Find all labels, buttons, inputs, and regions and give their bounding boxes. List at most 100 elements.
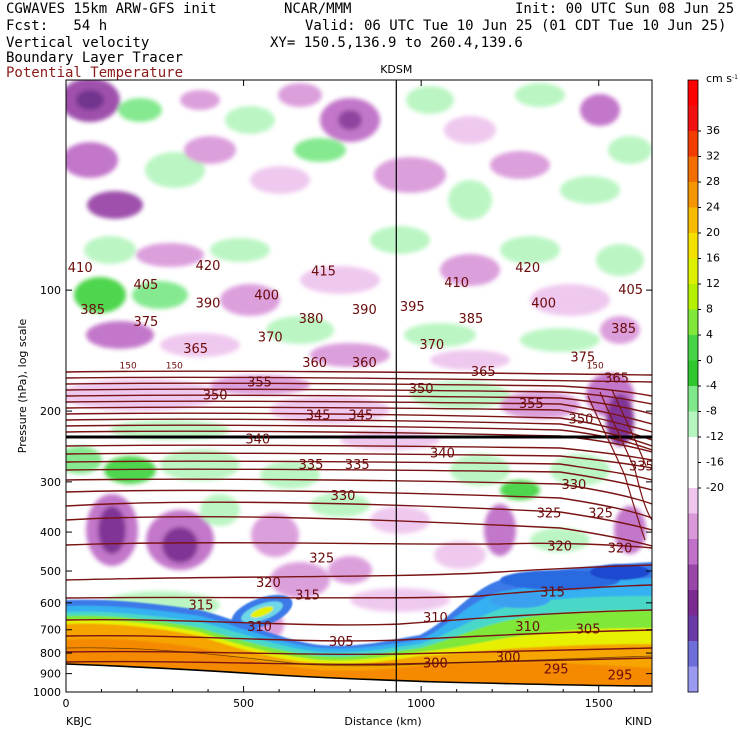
theta-label: 405 bbox=[618, 283, 643, 298]
colorbar-swatch bbox=[688, 207, 698, 234]
theta-label: 335 bbox=[299, 458, 324, 473]
theta-label: 350 bbox=[569, 413, 594, 428]
theta-label: 365 bbox=[183, 342, 208, 357]
terrain-line bbox=[66, 663, 652, 687]
plot-frame bbox=[65, 79, 653, 693]
y-tick-label: 300 bbox=[40, 476, 61, 489]
colorbar-swatch bbox=[688, 105, 698, 132]
theta-label: 400 bbox=[531, 297, 556, 312]
theta-label-small: 150 bbox=[166, 361, 183, 371]
theta-label: 385 bbox=[611, 322, 636, 337]
colorbar-label: 8 bbox=[706, 303, 713, 316]
theta-label: 310 bbox=[423, 611, 448, 626]
theta-label: 385 bbox=[80, 303, 105, 318]
theta-contours bbox=[66, 370, 652, 666]
theta-label: 325 bbox=[537, 507, 562, 522]
theta-label: 340 bbox=[245, 432, 270, 447]
theta-label: 350 bbox=[409, 382, 434, 397]
colorbar-label: 16 bbox=[706, 252, 720, 265]
theta-label: 330 bbox=[331, 489, 356, 504]
colorbar-label: 24 bbox=[706, 201, 720, 214]
valid-time: Valid: 06 UTC Tue 10 Jun 25 (01 CDT Tue … bbox=[305, 18, 727, 34]
y-axis-label: Pressure (hPa), log scale bbox=[16, 319, 29, 454]
colorbar-units: cm s-1 bbox=[706, 72, 738, 85]
theta-label: 320 bbox=[547, 540, 572, 555]
org-label: NCAR/MMM bbox=[284, 1, 352, 17]
colorbar-swatch bbox=[688, 411, 698, 438]
colorbar-swatch bbox=[688, 590, 698, 616]
theta-label: 360 bbox=[302, 356, 327, 371]
colorbar-swatch bbox=[688, 80, 698, 106]
theta-label: 370 bbox=[419, 338, 444, 353]
theta-label: 365 bbox=[471, 365, 496, 380]
theta-label: 335 bbox=[345, 458, 370, 473]
theta-label: 300 bbox=[496, 650, 521, 665]
theta-label: 305 bbox=[329, 635, 354, 650]
theta-label: 390 bbox=[196, 297, 221, 312]
theta-label: 320 bbox=[256, 576, 281, 591]
theta-label: 400 bbox=[254, 288, 279, 303]
kdsm-label: KDSM bbox=[380, 63, 412, 76]
theta-label: 315 bbox=[540, 585, 565, 600]
field-boundary-layer-tracer: Boundary Layer Tracer bbox=[6, 50, 184, 66]
colorbar: 36 32 28 24 20 16 12 8 4 0 -4 -8 -12 -16 -20 bbox=[687, 79, 724, 693]
theta-label: 345 bbox=[306, 408, 331, 423]
theta-label: 410 bbox=[444, 276, 469, 291]
colorbar-swatch bbox=[688, 386, 698, 412]
colorbar-swatch bbox=[688, 539, 698, 565]
x-axis: 0 500 1000 1500 bbox=[63, 80, 635, 710]
colorbar-label: 28 bbox=[706, 175, 720, 188]
theta-label: 355 bbox=[519, 397, 544, 412]
theta-label: 380 bbox=[299, 312, 324, 327]
colorbar-swatch bbox=[688, 666, 698, 693]
theta-label: 295 bbox=[544, 663, 569, 678]
theta-label: 320 bbox=[608, 542, 633, 557]
x-tick-label: 1000 bbox=[407, 697, 435, 710]
colorbar-label: -8 bbox=[706, 405, 717, 418]
theta-label: 420 bbox=[515, 261, 540, 276]
theta-label: 370 bbox=[258, 330, 283, 345]
theta-label: 310 bbox=[515, 620, 540, 635]
y-tick-label: 100 bbox=[40, 284, 61, 297]
theta-label: 405 bbox=[133, 278, 158, 293]
theta-label: 310 bbox=[247, 620, 272, 635]
theta-label: 315 bbox=[189, 599, 214, 614]
theta-label: 315 bbox=[295, 588, 320, 603]
theta-labels: 410 420 415 420 405 410 405 400 400 385 390 390 395 3… bbox=[68, 259, 654, 684]
colorbar-swatch bbox=[688, 488, 698, 514]
colorbar-swatch bbox=[688, 309, 698, 336]
left-station-label: KBJC bbox=[66, 715, 92, 728]
y-tick-label: 200 bbox=[40, 405, 61, 418]
theta-label-small: 150 bbox=[587, 361, 604, 371]
y-axis: 100 200 300 400 500 600 700 800 900 1000 bbox=[33, 284, 652, 699]
theta-label: 390 bbox=[352, 303, 377, 318]
x-tick-label: 0 bbox=[63, 697, 70, 710]
colorbar-swatch bbox=[688, 131, 698, 157]
colorbar-swatch bbox=[688, 564, 698, 591]
field-potential-temperature: Potential Temperature bbox=[6, 65, 184, 81]
x-tick-label: 500 bbox=[233, 697, 254, 710]
colorbar-swatch bbox=[688, 182, 698, 208]
colorbar-label: -12 bbox=[706, 430, 724, 443]
model-title: CGWAVES 15km ARW-GFS init bbox=[6, 1, 217, 17]
theta-label: 375 bbox=[570, 350, 595, 365]
theta-label: 340 bbox=[430, 447, 455, 462]
theta-label: 355 bbox=[247, 376, 272, 391]
x-tick-label: 1500 bbox=[585, 697, 613, 710]
theta-label: 395 bbox=[400, 300, 425, 315]
theta-label: 325 bbox=[309, 551, 334, 566]
colorbar-swatch bbox=[688, 513, 698, 540]
y-tick-label: 800 bbox=[40, 647, 61, 660]
colorbar-swatch bbox=[688, 233, 698, 259]
xy-range: XY= 150.5,136.9 to 260.4,139.6 bbox=[270, 35, 523, 51]
colorbar-swatch bbox=[688, 641, 698, 667]
colorbar-swatch bbox=[688, 615, 698, 642]
y-tick-label: 700 bbox=[40, 624, 61, 637]
y-tick-label: 900 bbox=[40, 668, 61, 681]
colorbar-label: -20 bbox=[706, 481, 724, 494]
y-tick-label: 400 bbox=[40, 526, 61, 539]
colorbar-swatch bbox=[688, 335, 698, 361]
theta-label: 335 bbox=[629, 460, 654, 475]
theta-label: 360 bbox=[352, 356, 377, 371]
